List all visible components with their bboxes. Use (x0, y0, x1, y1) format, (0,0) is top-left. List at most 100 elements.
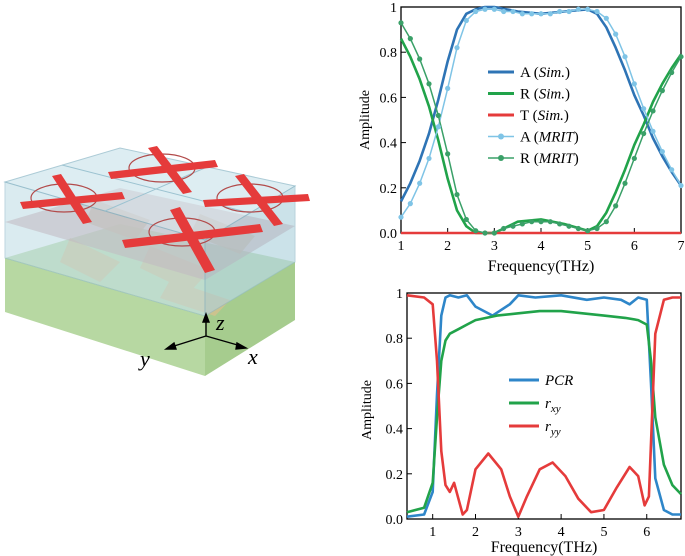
data-point (631, 155, 637, 162)
data-point (547, 11, 553, 17)
y-tick-label: 0.8 (380, 46, 398, 61)
legend-entry: ryy (545, 419, 561, 438)
legend-label-detail: Sim. (539, 87, 565, 103)
data-point (463, 17, 469, 24)
cell-divider-2 (104, 166, 208, 212)
y-tick-label: 0.2 (386, 468, 404, 483)
x-tick-label: 1 (398, 239, 405, 254)
data-point (482, 6, 488, 12)
legend-label: A (520, 65, 531, 81)
data-point (603, 15, 609, 21)
legend-entry: T (Sim.) (520, 108, 569, 124)
y-tick-label: 1 (390, 1, 397, 16)
cross-resonator-3 (203, 174, 310, 226)
legend-label-subscript: yy (550, 426, 561, 438)
data-point (491, 230, 497, 236)
y-tick-label: 0.0 (380, 227, 398, 242)
data-point (557, 8, 563, 15)
data-point (435, 124, 441, 130)
substrate-front-face (5, 258, 205, 376)
data-point (501, 225, 507, 232)
legend-entry: A (MRIT) (520, 130, 579, 146)
data-point (557, 221, 563, 227)
y-tick-label: 0.6 (380, 91, 398, 106)
data-point (603, 219, 609, 225)
axis-label-x: x (247, 344, 258, 369)
legend-label: PCR (544, 373, 573, 389)
data-point (510, 223, 516, 229)
substrate-side-face (205, 262, 295, 376)
data-point (622, 54, 628, 60)
x-tick-label: 6 (643, 525, 650, 540)
legend-entry: R (MRIT) (520, 151, 579, 167)
y-axis-label: Amplitude (360, 380, 375, 440)
coordinate-axes (163, 312, 249, 350)
data-point (407, 36, 413, 42)
data-point (566, 223, 572, 229)
plot-area-frame (406, 292, 682, 520)
data-point (641, 130, 647, 137)
data-point (482, 230, 488, 236)
legend-label: r (545, 396, 551, 412)
cross-resonator-2 (20, 174, 125, 224)
legend-label: T (520, 108, 529, 124)
series-line-1 (406, 309, 682, 514)
data-point (454, 45, 460, 51)
series-line-2 (406, 294, 681, 519)
data-point (622, 180, 628, 186)
legend-entry: A (Sim.) (520, 65, 570, 81)
y-ticks: 0.0 0.2 0.4 0.6 0.8 1 (380, 1, 406, 242)
data-point (538, 11, 544, 17)
cross-resonator-1 (108, 146, 218, 194)
data-point (631, 81, 637, 87)
y-tick-label: 0.2 (380, 182, 398, 197)
data-point (398, 214, 404, 220)
legend-label: A (520, 130, 531, 146)
data-point (519, 221, 525, 227)
x-tick-label: 4 (538, 239, 545, 254)
data-point (529, 11, 535, 17)
chart-polarization-conversion: 0.0 0.2 0.4 0.6 0.8 1 1 2 3 4 5 6 Amplitude Freque… (360, 287, 682, 556)
data-point (407, 201, 413, 207)
legend-marker (498, 155, 504, 161)
data-point (426, 81, 432, 87)
x-tick-label: 7 (678, 239, 685, 254)
legend-label-detail: MRIT (538, 151, 576, 167)
data-point (669, 69, 675, 76)
data-point (613, 203, 619, 209)
data-point (417, 56, 423, 62)
x-axis-label: Frequency(THz) (491, 539, 598, 556)
legend-label: r (545, 419, 551, 435)
series-line-0 (406, 293, 681, 518)
x-tick-label: 6 (631, 239, 638, 254)
legend-entry: PCR (544, 373, 573, 389)
axis-label-z: z (215, 310, 225, 335)
data-point (435, 112, 441, 119)
data-point (463, 216, 469, 223)
data-point (473, 228, 479, 234)
series-lines (406, 293, 682, 519)
x-ticks: 1 2 3 4 5 6 (429, 514, 650, 540)
legend-label-detail: MRIT (538, 130, 576, 146)
data-point (426, 155, 432, 162)
dielectric-top-face (3, 147, 297, 241)
data-point (650, 128, 656, 134)
x-tick-label: 2 (472, 525, 479, 540)
legend: A (Sim.) R (Sim.) T (Sim.) A (MRIT) R (MRIT) (488, 65, 579, 167)
legend-label: R (520, 87, 530, 103)
y-tick-label: 0.0 (386, 513, 404, 528)
metasurface-unit-cell-illustration: z y x (3, 146, 310, 376)
data-point (659, 88, 665, 94)
x-tick-label: 4 (558, 525, 565, 540)
series-line-4 (400, 22, 682, 234)
data-point (547, 219, 553, 225)
legend-entry: R (Sim.) (520, 87, 570, 103)
legend-label-subscript: xy (550, 403, 561, 415)
data-point (445, 151, 451, 157)
data-point (445, 85, 451, 91)
data-point (501, 8, 507, 15)
legend-label: R (520, 151, 530, 167)
y-tick-label: 0.8 (386, 332, 404, 347)
data-point (594, 225, 600, 232)
